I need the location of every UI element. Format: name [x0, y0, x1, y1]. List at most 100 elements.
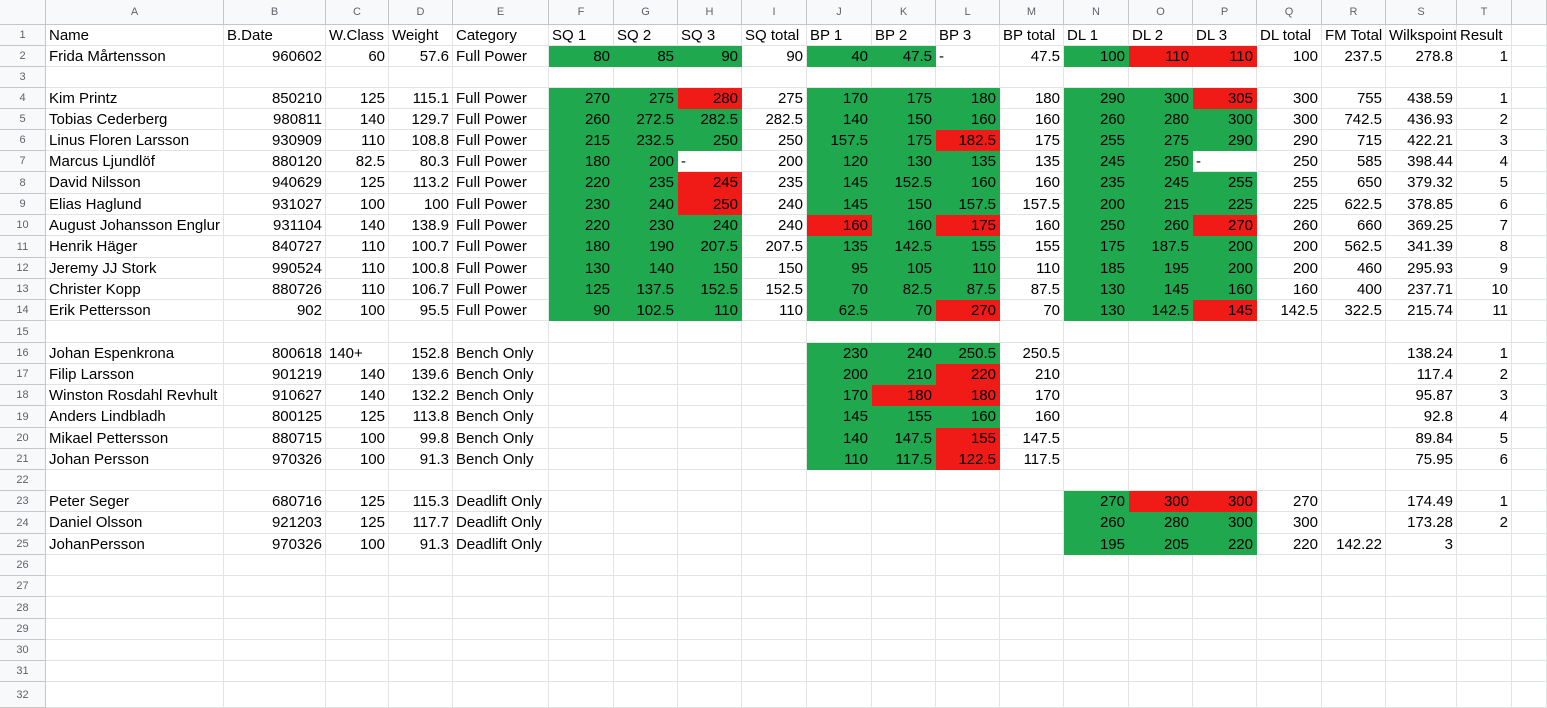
- row-header-20[interactable]: 20: [0, 428, 46, 449]
- cell-j8[interactable]: 145: [807, 172, 872, 194]
- cell-l22[interactable]: [936, 470, 1000, 491]
- cell-e5[interactable]: Full Power: [453, 109, 549, 130]
- row-header-8[interactable]: 8: [0, 172, 46, 194]
- cell-p21[interactable]: [1193, 449, 1257, 470]
- cell-k32[interactable]: [872, 682, 936, 708]
- cell-d29[interactable]: [389, 619, 453, 640]
- cell-r31[interactable]: [1322, 661, 1386, 682]
- cell-e6[interactable]: Full Power: [453, 130, 549, 151]
- cell-n14[interactable]: 130: [1064, 300, 1129, 321]
- cell-h8[interactable]: 245: [678, 172, 742, 194]
- cell-s20[interactable]: 89.84: [1386, 428, 1457, 449]
- cell-r16[interactable]: [1322, 343, 1386, 364]
- row-header-28[interactable]: 28: [0, 597, 46, 619]
- cell-p9[interactable]: 225: [1193, 194, 1257, 215]
- cell-o4[interactable]: 300: [1129, 88, 1193, 109]
- cell-d10[interactable]: 138.9: [389, 215, 453, 236]
- cell-p18[interactable]: [1193, 385, 1257, 406]
- cell-s19[interactable]: 92.8: [1386, 406, 1457, 428]
- cell-a17[interactable]: Filip Larsson: [46, 364, 224, 385]
- cell-k30[interactable]: [872, 640, 936, 661]
- cell-q23[interactable]: 270: [1257, 491, 1322, 512]
- cell-q15[interactable]: [1257, 321, 1322, 343]
- cell-r9[interactable]: 622.5: [1322, 194, 1386, 215]
- cell-a16[interactable]: Johan Espenkrona: [46, 343, 224, 364]
- cell-o12[interactable]: 195: [1129, 258, 1193, 279]
- cell-b14[interactable]: 902: [224, 300, 326, 321]
- cell-p6[interactable]: 290: [1193, 130, 1257, 151]
- cell-l32[interactable]: [936, 682, 1000, 708]
- cell-n3[interactable]: [1064, 67, 1129, 88]
- cell-m2[interactable]: 47.5: [1000, 46, 1064, 67]
- cell-m16[interactable]: 250.5: [1000, 343, 1064, 364]
- cell-d26[interactable]: [389, 555, 453, 576]
- cell-p15[interactable]: [1193, 321, 1257, 343]
- cell-a6[interactable]: Linus Floren Larsson: [46, 130, 224, 151]
- cell-r14[interactable]: 322.5: [1322, 300, 1386, 321]
- cell-a21[interactable]: Johan Persson: [46, 449, 224, 470]
- cell-g25[interactable]: [614, 534, 678, 555]
- cell-g1[interactable]: SQ 2: [614, 25, 678, 46]
- cell-c25[interactable]: 100: [326, 534, 389, 555]
- cell-s29[interactable]: [1386, 619, 1457, 640]
- cell-l27[interactable]: [936, 576, 1000, 597]
- cell-l11[interactable]: 155: [936, 236, 1000, 258]
- cell-n6[interactable]: 255: [1064, 130, 1129, 151]
- cell-d24[interactable]: 117.7: [389, 512, 453, 534]
- cell-d15[interactable]: [389, 321, 453, 343]
- cell-q20[interactable]: [1257, 428, 1322, 449]
- row-header-26[interactable]: 26: [0, 555, 46, 576]
- cell-f25[interactable]: [549, 534, 614, 555]
- cell-c32[interactable]: [326, 682, 389, 708]
- cell-g20[interactable]: [614, 428, 678, 449]
- cell-r20[interactable]: [1322, 428, 1386, 449]
- cell-h9[interactable]: 250: [678, 194, 742, 215]
- cell-e23[interactable]: Deadlift Only: [453, 491, 549, 512]
- cell-s30[interactable]: [1386, 640, 1457, 661]
- cell-l26[interactable]: [936, 555, 1000, 576]
- cell-k29[interactable]: [872, 619, 936, 640]
- cell-k18[interactable]: 180: [872, 385, 936, 406]
- cell-c5[interactable]: 140: [326, 109, 389, 130]
- cell-h21[interactable]: [678, 449, 742, 470]
- cell-j21[interactable]: 110: [807, 449, 872, 470]
- cell-h27[interactable]: [678, 576, 742, 597]
- cell-j28[interactable]: [807, 597, 872, 619]
- column-header-i[interactable]: I: [742, 0, 807, 25]
- cell-r19[interactable]: [1322, 406, 1386, 428]
- cell-a8[interactable]: David Nilsson: [46, 172, 224, 194]
- cell-i14[interactable]: 110: [742, 300, 807, 321]
- cell-i19[interactable]: [742, 406, 807, 428]
- cell-h16[interactable]: [678, 343, 742, 364]
- cell-g21[interactable]: [614, 449, 678, 470]
- cell-i24[interactable]: [742, 512, 807, 534]
- cell-d2[interactable]: 57.6: [389, 46, 453, 67]
- cell-d3[interactable]: [389, 67, 453, 88]
- cell-n4[interactable]: 290: [1064, 88, 1129, 109]
- cell-m18[interactable]: 170: [1000, 385, 1064, 406]
- cell-i17[interactable]: [742, 364, 807, 385]
- cell-k21[interactable]: 117.5: [872, 449, 936, 470]
- cell-e4[interactable]: Full Power: [453, 88, 549, 109]
- cell-d27[interactable]: [389, 576, 453, 597]
- cell-s16[interactable]: 138.24: [1386, 343, 1457, 364]
- cell-k5[interactable]: 150: [872, 109, 936, 130]
- cell-c18[interactable]: 140: [326, 385, 389, 406]
- cell-m30[interactable]: [1000, 640, 1064, 661]
- cell-d9[interactable]: 100: [389, 194, 453, 215]
- cell-m5[interactable]: 160: [1000, 109, 1064, 130]
- cell-t32[interactable]: [1457, 682, 1512, 708]
- cell-g12[interactable]: 140: [614, 258, 678, 279]
- cell-e25[interactable]: Deadlift Only: [453, 534, 549, 555]
- cell-i27[interactable]: [742, 576, 807, 597]
- cell-i10[interactable]: 240: [742, 215, 807, 236]
- cell-m8[interactable]: 160: [1000, 172, 1064, 194]
- cell-j5[interactable]: 140: [807, 109, 872, 130]
- cell-a24[interactable]: Daniel Olsson: [46, 512, 224, 534]
- cell-c3[interactable]: [326, 67, 389, 88]
- cell-h11[interactable]: 207.5: [678, 236, 742, 258]
- cell-f29[interactable]: [549, 619, 614, 640]
- cell-c22[interactable]: [326, 470, 389, 491]
- cell-c10[interactable]: 140: [326, 215, 389, 236]
- cell-q19[interactable]: [1257, 406, 1322, 428]
